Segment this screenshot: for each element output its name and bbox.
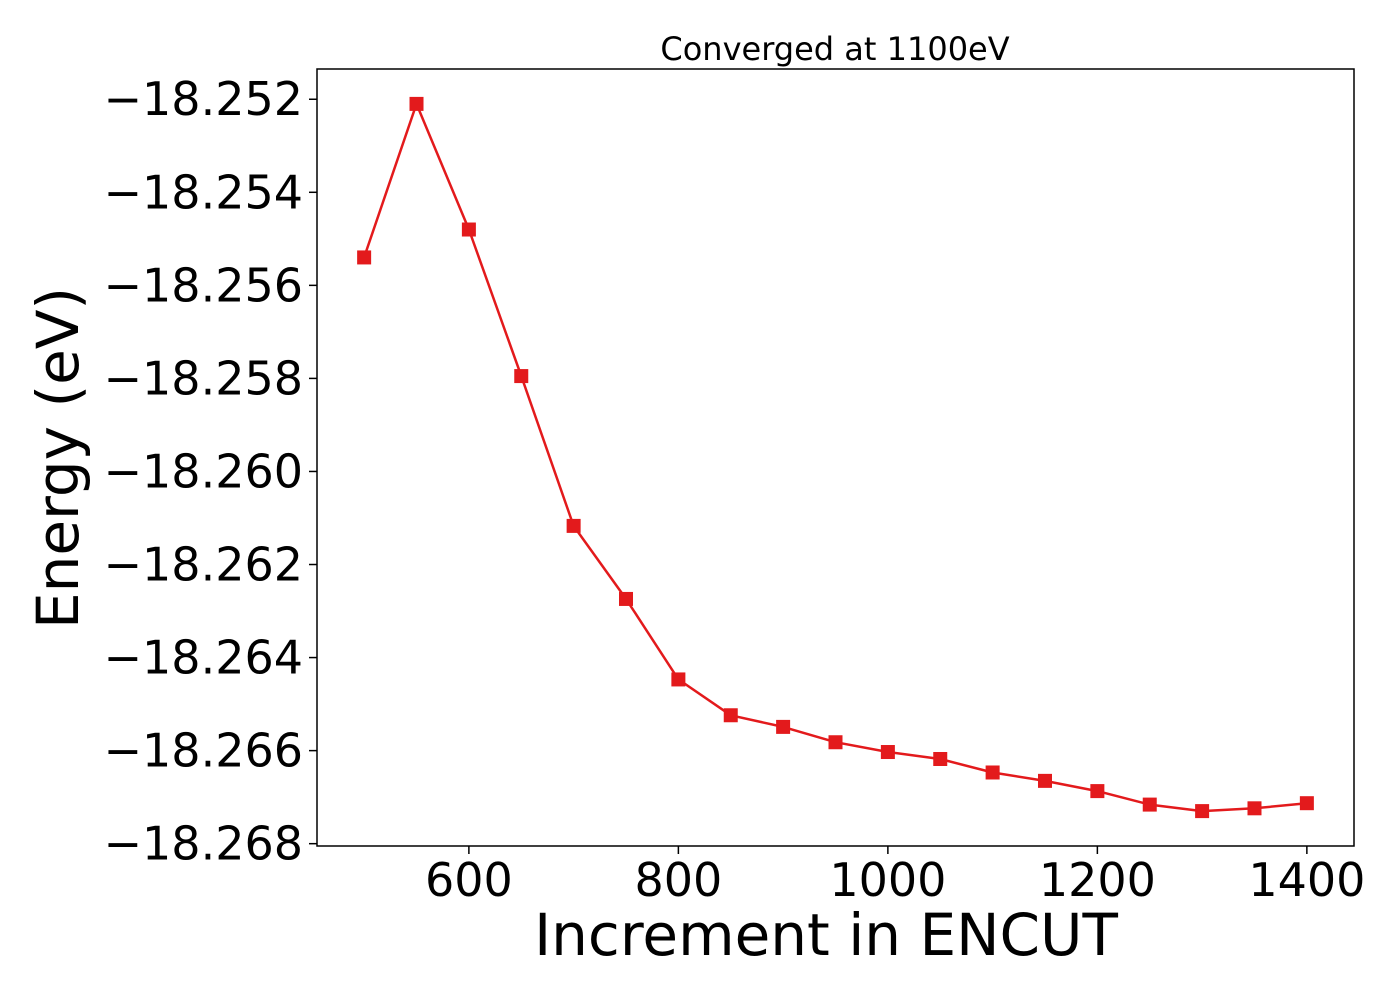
y-axis-title: Energy (eV) bbox=[24, 287, 92, 629]
series-line bbox=[362, 102, 1308, 813]
y-tick-label: −18.260 bbox=[104, 444, 304, 498]
data-point bbox=[828, 735, 843, 750]
x-axis-title: Increment in ENCUT bbox=[534, 901, 1118, 969]
y-tick-label: −18.258 bbox=[104, 351, 304, 405]
x-tick-label: 600 bbox=[425, 853, 513, 907]
data-point bbox=[723, 708, 738, 723]
data-point bbox=[514, 369, 529, 384]
data-point bbox=[933, 751, 948, 766]
data-point bbox=[1299, 796, 1314, 811]
x-tick-label: 800 bbox=[634, 853, 722, 907]
data-point bbox=[619, 591, 634, 606]
plot-area bbox=[357, 96, 1314, 819]
x-tick-label: 1400 bbox=[1248, 853, 1365, 907]
chart-title: Converged at 1100eV bbox=[660, 30, 1009, 68]
data-point bbox=[880, 745, 895, 760]
y-tick-label: −18.256 bbox=[104, 258, 304, 312]
y-axis: −18.252 −18.254 −18.256 −18.258 −18.260 −18.2… bbox=[104, 72, 317, 871]
data-point bbox=[1037, 773, 1052, 788]
y-tick-label: −18.264 bbox=[104, 631, 304, 685]
x-tick-label: 1200 bbox=[1039, 853, 1156, 907]
y-tick-label: −18.254 bbox=[104, 165, 304, 219]
y-tick-label: −18.268 bbox=[104, 817, 304, 871]
data-point bbox=[409, 96, 424, 111]
y-tick-label: −18.252 bbox=[104, 72, 304, 126]
data-point bbox=[985, 765, 1000, 780]
data-point bbox=[1195, 804, 1210, 819]
data-point bbox=[776, 719, 791, 734]
x-axis: 600 800 1000 1200 1400 bbox=[425, 846, 1365, 907]
data-point bbox=[1090, 784, 1105, 799]
data-point bbox=[671, 672, 686, 687]
data-point bbox=[566, 518, 581, 533]
y-tick-label: −18.262 bbox=[104, 538, 304, 592]
plot-frame bbox=[316, 68, 1355, 847]
data-point bbox=[1247, 801, 1262, 816]
x-tick-label: 1000 bbox=[829, 853, 946, 907]
data-point bbox=[1142, 797, 1157, 812]
data-point bbox=[461, 222, 476, 237]
data-point bbox=[357, 250, 372, 265]
y-tick-label: −18.266 bbox=[104, 724, 304, 778]
